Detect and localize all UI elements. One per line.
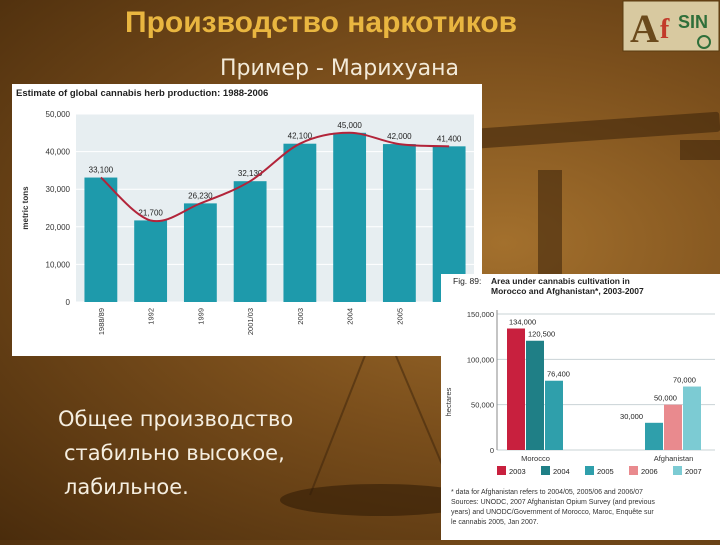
y-tick-label: 40,000 [46, 148, 71, 157]
bar [382, 144, 416, 302]
production-bar-chart: Estimate of global cannabis herb product… [16, 88, 474, 335]
body-line: лабильное. [64, 475, 189, 499]
slide-title: Производство наркотиков [125, 6, 518, 39]
bar [545, 380, 563, 450]
data-label: 30,000 [620, 412, 643, 421]
y-tick-label: 100,000 [467, 355, 494, 364]
data-label: 70,000 [673, 376, 696, 385]
bar [183, 203, 217, 302]
slide-subtitle: Пример - Марихуана [220, 56, 459, 81]
y-tick-label: 0 [490, 446, 494, 455]
data-label: 41,400 [437, 134, 462, 143]
y-tick-label: 0 [66, 298, 71, 307]
y-tick-label: 50,000 [471, 401, 494, 410]
data-label: 45,000 [337, 121, 362, 130]
trend-line [100, 131, 450, 223]
afsin-logo: A f SIN [622, 0, 720, 52]
footnote: Sources: UNODC, 2007 Afghanistan Opium S… [451, 499, 655, 506]
legend-swatch [541, 466, 550, 475]
body-line: Общее производство [58, 407, 294, 431]
data-label: 42,100 [288, 132, 313, 141]
x-group-label: Afghanistan [654, 454, 694, 463]
y-tick-label: 10,000 [46, 260, 71, 269]
footnote: * data for Afghanistan refers to 2004/05… [451, 489, 643, 496]
legend-swatch [585, 466, 594, 475]
y-axis-label: metric tons [21, 186, 30, 230]
bar [333, 132, 367, 302]
cultivation-chart-panel: Fig. 89: Area under cannabis cultivation … [441, 274, 720, 540]
x-tick-label: 2001/03 [246, 308, 255, 335]
y-tick-label: 150,000 [467, 310, 494, 319]
data-label: 50,000 [654, 394, 677, 403]
data-label: 120,500 [528, 330, 555, 339]
bar [84, 177, 118, 302]
bar [664, 404, 682, 450]
cultivation-bar-chart: Fig. 89: Area under cannabis cultivation … [444, 276, 715, 526]
body-line: стабильно высокое, [64, 441, 285, 465]
svg-text:A: A [630, 6, 659, 51]
bar [134, 220, 168, 302]
svg-text:SIN: SIN [678, 12, 708, 32]
data-label: 33,100 [89, 166, 114, 175]
bar [645, 422, 663, 450]
x-group-label: Morocco [521, 454, 550, 463]
data-label: 21,700 [138, 208, 163, 217]
data-label: 76,400 [547, 370, 570, 379]
y-axis-label: hectares [444, 387, 453, 416]
body-text: Общее производство стабильно высокое, ла… [58, 402, 293, 504]
x-tick-label: 2005 [395, 308, 404, 325]
legend-label: 2004 [553, 467, 570, 476]
legend-swatch [497, 466, 506, 475]
data-label: 134,000 [509, 318, 536, 327]
x-tick-label: 1992 [147, 308, 156, 325]
bar [283, 143, 317, 302]
chart-title: Estimate of global cannabis herb product… [16, 88, 268, 99]
x-tick-label: 1999 [196, 308, 205, 325]
data-label: 42,000 [387, 132, 412, 141]
data-label: 26,230 [188, 191, 213, 200]
production-chart-panel: Estimate of global cannabis herb product… [12, 84, 482, 356]
x-tick-label: 2003 [296, 308, 305, 325]
bar [233, 181, 267, 302]
svg-text:f: f [660, 14, 670, 45]
bar [683, 386, 701, 450]
x-tick-label: 2004 [346, 308, 355, 325]
data-label: 32,130 [238, 169, 263, 178]
legend-swatch [629, 466, 638, 475]
legend-label: 2007 [685, 467, 702, 476]
y-tick-label: 50,000 [46, 110, 71, 119]
bar [507, 328, 525, 450]
legend-swatch [673, 466, 682, 475]
footnote: years) and UNODC/Government of Morocco, … [451, 509, 654, 516]
legend-label: 2006 [641, 467, 658, 476]
legend-label: 2005 [597, 467, 614, 476]
x-tick-label: 1988/89 [97, 308, 106, 335]
legend-label: 2003 [509, 467, 526, 476]
footnote: le cannabis 2005, Jan 2007. [451, 519, 539, 526]
y-tick-label: 30,000 [46, 185, 71, 194]
chart-title: Area under cannabis cultivation in Morocc… [491, 276, 644, 296]
y-tick-label: 20,000 [46, 223, 71, 232]
chart-title-prefix: Fig. 89: [453, 276, 481, 286]
bar [526, 340, 544, 450]
